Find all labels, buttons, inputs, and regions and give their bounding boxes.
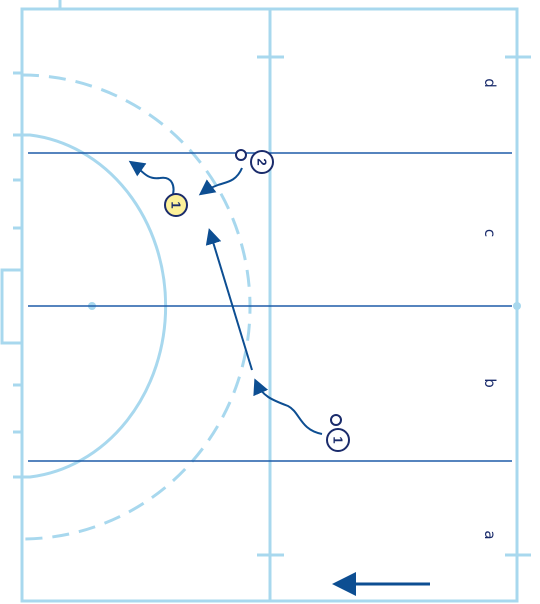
goal [0,268,22,345]
dribble-run [128,160,175,199]
player-1-highlight-label: 1 [169,201,184,208]
lane-label-c: c [481,229,499,237]
dribble-run [253,378,323,435]
pass-line [205,228,253,371]
lane-dividers [28,152,512,462]
player-marker-icon [235,149,247,161]
player-1-circle [326,428,350,452]
centre-spot [513,302,521,310]
lane-label-b: b [481,378,499,388]
dribble-run [198,167,243,196]
player-1-highlight-circle [164,193,188,217]
movements [128,160,430,596]
dashed-circle [21,73,252,541]
player-2-circle [250,150,274,174]
player-1: 1 [326,428,350,452]
player-1-highlight: 1 [164,193,188,217]
player-2-label: 2 [255,158,270,165]
lane-label-d: d [481,78,499,88]
player-1-label: 1 [331,436,346,443]
player-2: 2 [250,150,274,174]
player-marker-icon [330,414,342,426]
lane-label-a: a [481,530,499,539]
